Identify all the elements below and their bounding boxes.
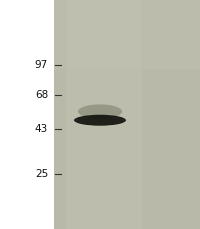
Text: 97: 97 [35, 60, 48, 70]
Text: 43: 43 [35, 124, 48, 134]
Text: 25: 25 [35, 169, 48, 179]
Bar [54, 0, 200, 69]
Ellipse shape [78, 104, 122, 119]
Bar [54, 0, 200, 229]
Bar [66, 0, 142, 229]
Ellipse shape [74, 115, 126, 126]
Text: 68: 68 [35, 90, 48, 100]
